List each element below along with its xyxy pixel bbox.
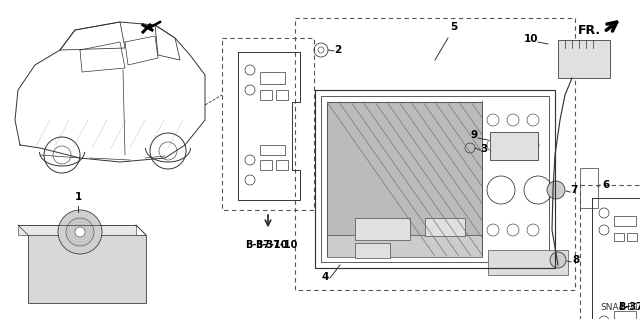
Text: 10: 10 — [524, 34, 538, 44]
Bar — [614, 216, 636, 226]
Bar — [614, 233, 624, 241]
Bar — [490, 132, 538, 160]
Bar — [580, 185, 640, 319]
Bar — [260, 145, 285, 155]
Bar — [222, 38, 314, 210]
Bar — [28, 235, 146, 303]
Text: SNA4-B1120: SNA4-B1120 — [600, 303, 640, 312]
Circle shape — [547, 181, 565, 199]
Bar — [627, 233, 637, 241]
Bar — [355, 218, 410, 240]
Bar — [614, 311, 636, 319]
Text: 9: 9 — [471, 130, 478, 140]
Bar — [558, 40, 610, 78]
Text: B-37-10: B-37-10 — [255, 240, 298, 250]
Bar — [321, 96, 549, 262]
Bar — [580, 168, 598, 208]
Text: FR.: FR. — [578, 24, 601, 37]
Text: 2: 2 — [334, 45, 341, 55]
Text: B-37-10: B-37-10 — [618, 302, 640, 312]
Circle shape — [75, 227, 85, 237]
Text: 6: 6 — [602, 180, 609, 190]
Bar — [260, 160, 272, 170]
Bar — [488, 250, 568, 275]
Bar — [327, 235, 482, 257]
Bar — [276, 160, 288, 170]
Bar — [18, 225, 136, 235]
Bar — [260, 90, 272, 100]
Text: 3: 3 — [480, 144, 487, 154]
Bar — [355, 243, 390, 258]
Bar — [425, 218, 465, 236]
Text: 4: 4 — [322, 272, 330, 282]
Text: 7: 7 — [570, 185, 577, 195]
Text: 8: 8 — [572, 255, 579, 265]
Text: B-37-10: B-37-10 — [245, 240, 287, 250]
Circle shape — [66, 218, 94, 246]
Text: 5: 5 — [450, 22, 457, 32]
Circle shape — [58, 210, 102, 254]
Bar — [260, 72, 285, 84]
Bar — [276, 90, 288, 100]
Bar — [295, 18, 575, 290]
Circle shape — [550, 252, 566, 268]
Bar — [327, 102, 482, 256]
Text: 1: 1 — [74, 192, 82, 202]
